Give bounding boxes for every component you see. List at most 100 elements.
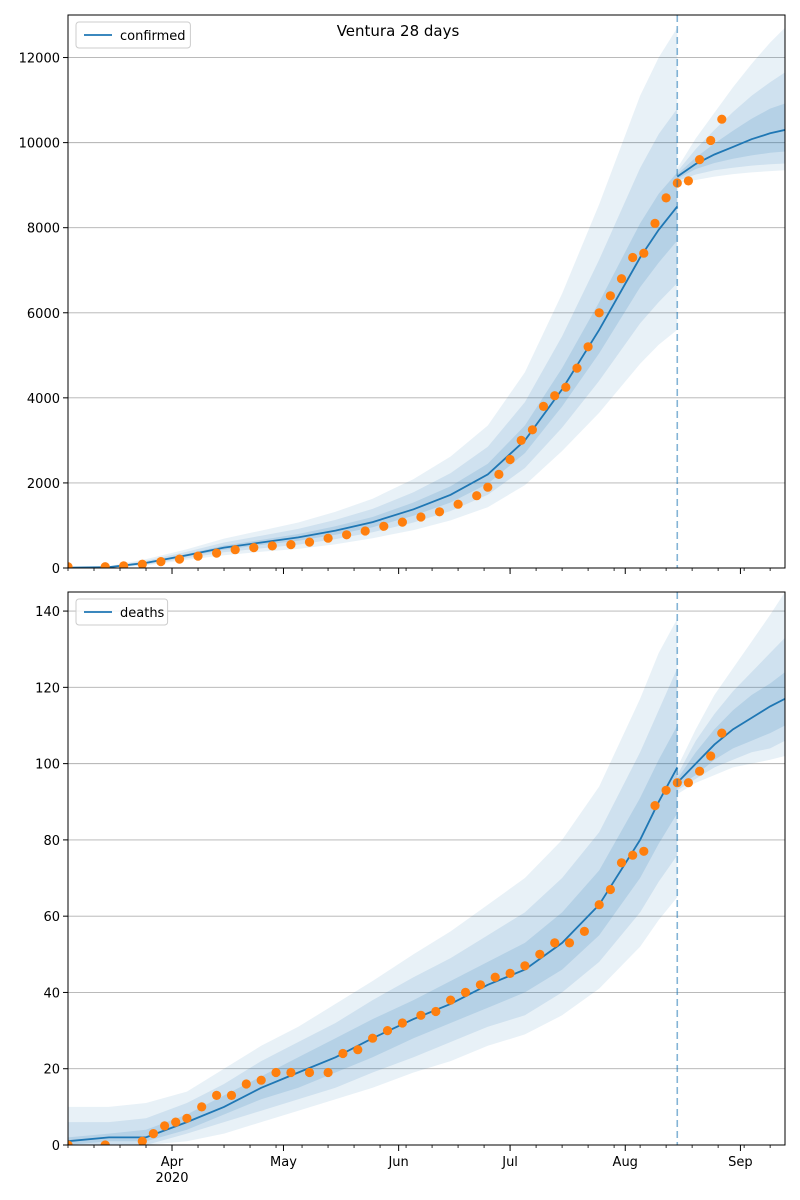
observed-point <box>538 401 549 411</box>
observed-point <box>661 193 671 203</box>
observed-point <box>616 858 627 868</box>
observed-point <box>323 533 333 543</box>
observed-point <box>382 1026 393 1036</box>
observed-point <box>661 785 671 795</box>
observed-point <box>241 1079 251 1089</box>
y-tick-label: 4000 <box>27 392 60 407</box>
observed-point <box>431 1006 441 1017</box>
observed-point <box>137 559 147 568</box>
observed-point <box>472 491 482 501</box>
legend: deaths <box>75 598 169 626</box>
observed-point <box>193 551 203 561</box>
observed-point <box>564 938 575 948</box>
legend: confirmed <box>75 21 191 49</box>
observed-point <box>717 114 727 124</box>
model-band-outer <box>68 618 678 1145</box>
y-tick-label: 20 <box>43 1063 60 1078</box>
observed-point <box>650 801 660 811</box>
observed-point <box>416 1010 426 1020</box>
observed-point <box>286 540 296 550</box>
forecast-band-middle <box>677 72 785 181</box>
x-tick-label: Jun <box>387 1155 408 1170</box>
observed-point <box>353 1045 363 1055</box>
observed-point <box>616 274 627 284</box>
forecast-line <box>676 129 785 178</box>
observed-point <box>379 521 389 531</box>
observed-point <box>249 543 259 553</box>
observed-point <box>446 995 456 1005</box>
observed-point <box>683 176 694 186</box>
legend-label: confirmed <box>120 29 186 44</box>
y-tick-label: 0 <box>52 562 60 577</box>
model-band-middle <box>68 108 678 568</box>
observed-point <box>505 968 515 979</box>
observed-point <box>182 1113 192 1123</box>
observed-point <box>706 751 716 761</box>
model-band-inner <box>68 725 678 1145</box>
forecast-band-middle <box>677 637 785 791</box>
observed-point <box>397 517 407 527</box>
observed-point <box>212 1090 222 1100</box>
observed-point <box>520 961 530 971</box>
observed-point <box>594 900 604 910</box>
observed-point <box>505 454 515 465</box>
x-tick-label: Jul <box>501 1155 518 1170</box>
observed-point <box>639 846 649 856</box>
observed-point <box>100 1140 110 1145</box>
observed-point <box>397 1018 407 1028</box>
forecast-band-outer <box>677 27 785 183</box>
observed-point <box>304 537 315 547</box>
observed-point <box>271 1067 281 1078</box>
observed-point <box>628 850 638 860</box>
observed-point <box>483 482 493 492</box>
observed-point <box>226 1090 237 1100</box>
observed-point <box>68 1140 73 1145</box>
y-tick-label: 40 <box>43 986 60 1001</box>
observed-point <box>148 1129 158 1139</box>
observed-point <box>494 469 504 479</box>
y-tick-label: 10000 <box>19 137 60 152</box>
forecast-line <box>676 697 785 784</box>
observed-point <box>360 526 370 536</box>
model-band-outer <box>68 27 678 568</box>
y-tick-label: 140 <box>35 605 60 620</box>
observed-point <box>453 499 463 509</box>
observed-point <box>338 1048 348 1059</box>
model-line <box>68 766 679 1143</box>
observed-point <box>490 972 500 982</box>
observed-point <box>650 218 660 228</box>
x-tick-label: Aug <box>613 1155 638 1170</box>
x-tick-sublabel: 2020 <box>155 1171 188 1186</box>
observed-point <box>475 980 485 990</box>
x-tick-label: May <box>270 1155 297 1170</box>
observed-point <box>535 949 545 959</box>
observed-point <box>605 291 616 301</box>
observed-point <box>550 391 560 401</box>
legend-box <box>75 21 191 49</box>
y-tick-label: 12000 <box>19 52 60 67</box>
observed-point <box>286 1067 296 1078</box>
observed-point <box>368 1033 378 1043</box>
observed-point <box>460 987 471 998</box>
forecast-band-outer <box>677 592 785 795</box>
observed-point <box>174 554 185 564</box>
observed-point <box>706 135 716 146</box>
observed-point <box>605 884 616 895</box>
x-tick-label: Sep <box>728 1155 753 1170</box>
observed-point <box>100 562 110 568</box>
observed-point <box>717 728 727 738</box>
y-tick-label: 6000 <box>27 307 60 322</box>
observed-point <box>628 252 638 263</box>
observed-point <box>119 561 129 568</box>
plot-area <box>68 27 785 568</box>
y-tick-label: 0 <box>52 1139 60 1154</box>
observed-point <box>527 425 538 435</box>
axes-frame <box>67 14 786 569</box>
y-tick-label: 2000 <box>27 477 60 492</box>
observed-point <box>212 548 222 558</box>
observed-point <box>561 382 571 392</box>
confirmed-panel: 0 2000 4000 6000 8000 10000 12000 confirmed <box>19 14 786 577</box>
observed-point <box>342 530 352 540</box>
observed-point <box>267 541 277 551</box>
observed-point <box>579 926 590 937</box>
